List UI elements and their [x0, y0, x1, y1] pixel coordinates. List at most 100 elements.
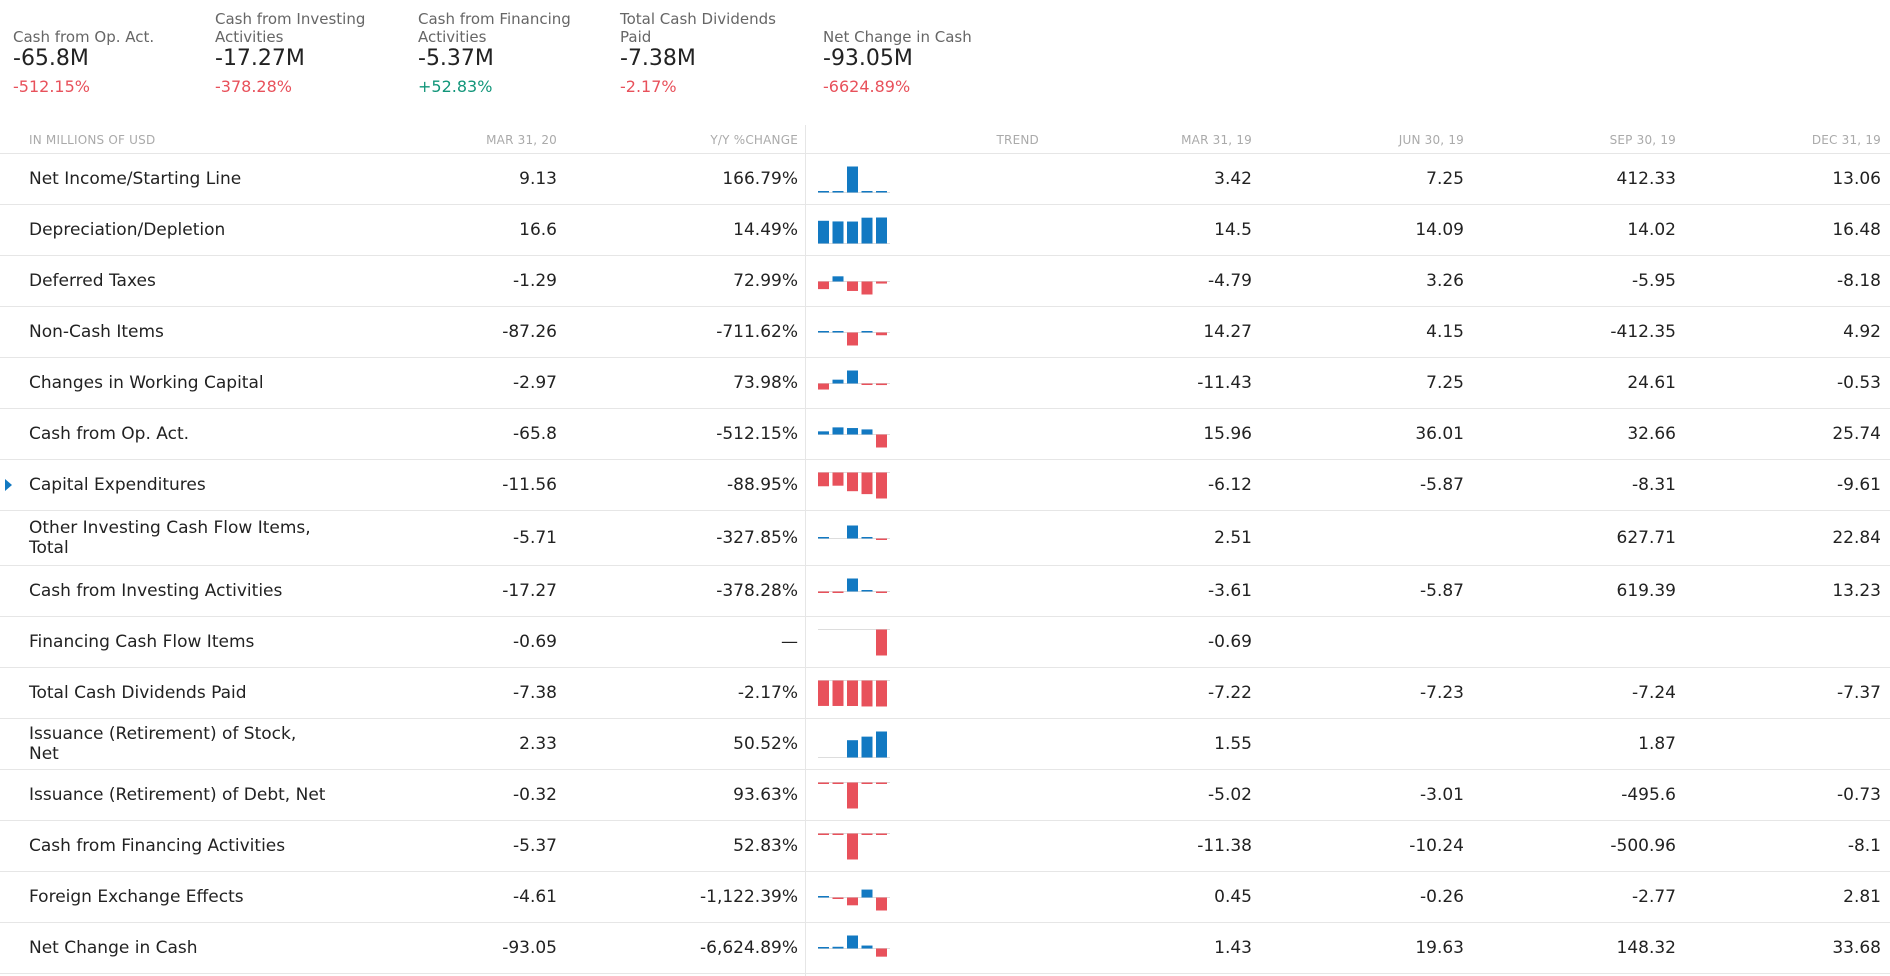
row-label: Capital Expenditures: [29, 475, 206, 495]
table-row[interactable]: Changes in Working Capital -2.97 73.98% -11…: [0, 358, 1890, 409]
summary-card-label: Net Change in Cash: [823, 28, 972, 46]
trend-bar: [818, 281, 829, 290]
trend-sparkline: [818, 460, 890, 510]
row-period-value: [1300, 511, 1464, 565]
row-current-value: -65.8: [513, 424, 557, 444]
row-period-value: [1700, 617, 1881, 667]
row-yoy-change: -2.17%: [737, 683, 798, 703]
trend-sparkline: [818, 668, 890, 718]
trend-bar: [861, 782, 873, 784]
trend-sparkline: [818, 719, 890, 769]
table-row[interactable]: Capital Expenditures -11.56 -88.95% -6.12 -5…: [0, 460, 1890, 511]
row-period-value: 4.92: [1843, 322, 1881, 342]
table-row[interactable]: Depreciation/Depletion 16.6 14.49% 14.5 14.0…: [0, 205, 1890, 256]
summary-card[interactable]: Cash from Investing Activities -17.27M -37…: [202, 0, 402, 100]
header-period-1[interactable]: MAR 31, 19: [1181, 133, 1252, 147]
table-row[interactable]: Net Change in Cash -93.05 -6,624.89% 1.43 19…: [0, 923, 1890, 974]
trend-bar: [832, 897, 844, 899]
row-period-value: -6.12: [1208, 475, 1252, 495]
table-row[interactable]: Total Cash Dividends Paid -7.38 -2.17% -7.2…: [0, 668, 1890, 719]
trend-sparkline: [818, 617, 890, 667]
summary-card[interactable]: Cash from Financing Activities -5.37M +52.…: [405, 0, 605, 100]
table-row[interactable]: Cash from Financing Activities -5.37 52.83…: [0, 821, 1890, 872]
row-current-value: -87.26: [502, 322, 557, 342]
trend-bar: [832, 331, 844, 333]
trend-bar: [861, 590, 873, 592]
row-yoy-change: -378.28%: [716, 581, 798, 601]
summary-card[interactable]: Cash from Op. Act. -65.8M -512.15%: [0, 0, 200, 100]
trend-bar: [861, 217, 873, 244]
trend-chart: [818, 525, 890, 540]
trend-bar: [818, 191, 829, 193]
row-period-value: 1.43: [1214, 938, 1252, 958]
table-row[interactable]: Net Income/Starting Line 9.13 166.79% 3.42 7…: [0, 154, 1890, 205]
trend-bar: [861, 331, 873, 333]
trend-bar: [832, 276, 844, 282]
table-row[interactable]: Non-Cash Items -87.26 -711.62% 14.27 4.15 -41…: [0, 307, 1890, 358]
row-period-value: -11.38: [1197, 836, 1252, 856]
summary-card-value: -5.37M: [418, 46, 494, 71]
trend-bar: [876, 680, 887, 707]
summary-card-change: +52.83%: [418, 77, 493, 96]
row-yoy-change: -512.15%: [716, 424, 798, 444]
summary-card[interactable]: Total Cash Dividends Paid -7.38M -2.17%: [607, 0, 807, 100]
trend-bar: [847, 578, 858, 592]
row-period-value: -0.26: [1420, 887, 1464, 907]
expand-arrow-icon[interactable]: [5, 479, 12, 491]
header-period-3[interactable]: SEP 30, 19: [1609, 133, 1676, 147]
trend-bar: [832, 782, 844, 784]
header-current[interactable]: MAR 31, 20: [486, 133, 557, 147]
header-period-4[interactable]: DEC 31, 19: [1811, 133, 1881, 147]
trend-bar: [818, 537, 829, 539]
row-period-value: -5.95: [1632, 271, 1676, 291]
trend-bar: [847, 370, 858, 384]
trend-bar: [847, 428, 858, 435]
table-row[interactable]: Issuance (Retirement) of Stock, Net 2.33 5…: [0, 719, 1890, 770]
row-period-value: -5.02: [1208, 785, 1252, 805]
row-period-value: -5.87: [1420, 475, 1464, 495]
summary-card-value: -7.38M: [620, 46, 696, 71]
row-yoy-change: 14.49%: [733, 220, 798, 240]
trend-bar: [818, 947, 829, 949]
trend-chart: [818, 331, 890, 346]
table-row[interactable]: Deferred Taxes -1.29 72.99% -4.79 3.26 -5.95 -…: [0, 256, 1890, 307]
trend-chart: [818, 629, 890, 656]
trend-bar: [832, 591, 844, 593]
row-period-value: -8.31: [1632, 475, 1676, 495]
row-period-value: 14.5: [1214, 220, 1252, 240]
table-row[interactable]: Other Investing Cash Flow Items, Total -5…: [0, 511, 1890, 566]
trend-bar: [876, 591, 887, 593]
trend-bar: [832, 221, 844, 244]
header-yoy[interactable]: Y/Y %CHANGE: [710, 133, 798, 147]
row-period-value: 22.84: [1832, 528, 1881, 548]
cash-flow-table: IN MILLIONS OF USD MAR 31, 20 Y/Y %CHANG…: [0, 125, 1890, 974]
header-period-2[interactable]: JUN 30, 19: [1398, 133, 1464, 147]
trend-bar: [818, 383, 829, 390]
row-period-value: -11.43: [1197, 373, 1252, 393]
row-yoy-change: 52.83%: [733, 836, 798, 856]
trend-sparkline: [818, 566, 890, 616]
trend-bar: [861, 736, 873, 758]
trend-bar: [861, 429, 873, 435]
row-period-value: -500.96: [1610, 836, 1676, 856]
table-row[interactable]: Issuance (Retirement) of Debt, Net -0.32 9…: [0, 770, 1890, 821]
summary-card[interactable]: Net Change in Cash -93.05M -6624.89%: [810, 0, 1010, 100]
row-period-value: -0.53: [1837, 373, 1881, 393]
row-current-value: -93.05: [502, 938, 557, 958]
trend-bar: [818, 472, 829, 487]
table-row[interactable]: Cash from Op. Act. -65.8 -512.15% 15.96 36.0…: [0, 409, 1890, 460]
table-row[interactable]: Financing Cash Flow Items -0.69 — -0.69: [0, 617, 1890, 668]
trend-bar: [847, 935, 858, 949]
trend-bar: [832, 191, 844, 193]
trend-bar: [818, 331, 829, 333]
table-row[interactable]: Foreign Exchange Effects -4.61 -1,122.39% 0…: [0, 872, 1890, 923]
trend-bar: [861, 281, 873, 295]
row-period-value: 36.01: [1415, 424, 1464, 444]
table-row[interactable]: Cash from Investing Activities -17.27 -378…: [0, 566, 1890, 617]
row-period-value: -0.69: [1208, 632, 1252, 652]
trend-sparkline: [818, 511, 890, 565]
row-label: Issuance (Retirement) of Stock, Net: [29, 724, 297, 764]
trend-chart: [818, 217, 890, 244]
row-yoy-change: 73.98%: [733, 373, 798, 393]
row-period-value: 7.25: [1426, 169, 1464, 189]
